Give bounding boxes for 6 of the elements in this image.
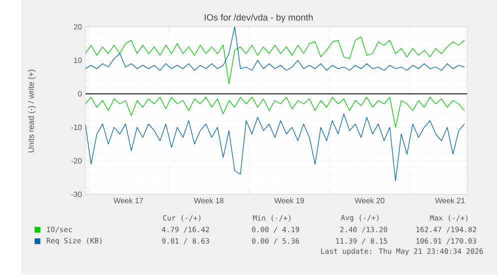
chart-title: IOs for /dev/vda - by month [204, 14, 313, 23]
y-axis-title: Units read (-) / write (+) [28, 70, 36, 152]
line-series [85, 36, 465, 84]
line-series [85, 96, 465, 128]
line-series [85, 26, 465, 71]
line-series [85, 114, 465, 182]
